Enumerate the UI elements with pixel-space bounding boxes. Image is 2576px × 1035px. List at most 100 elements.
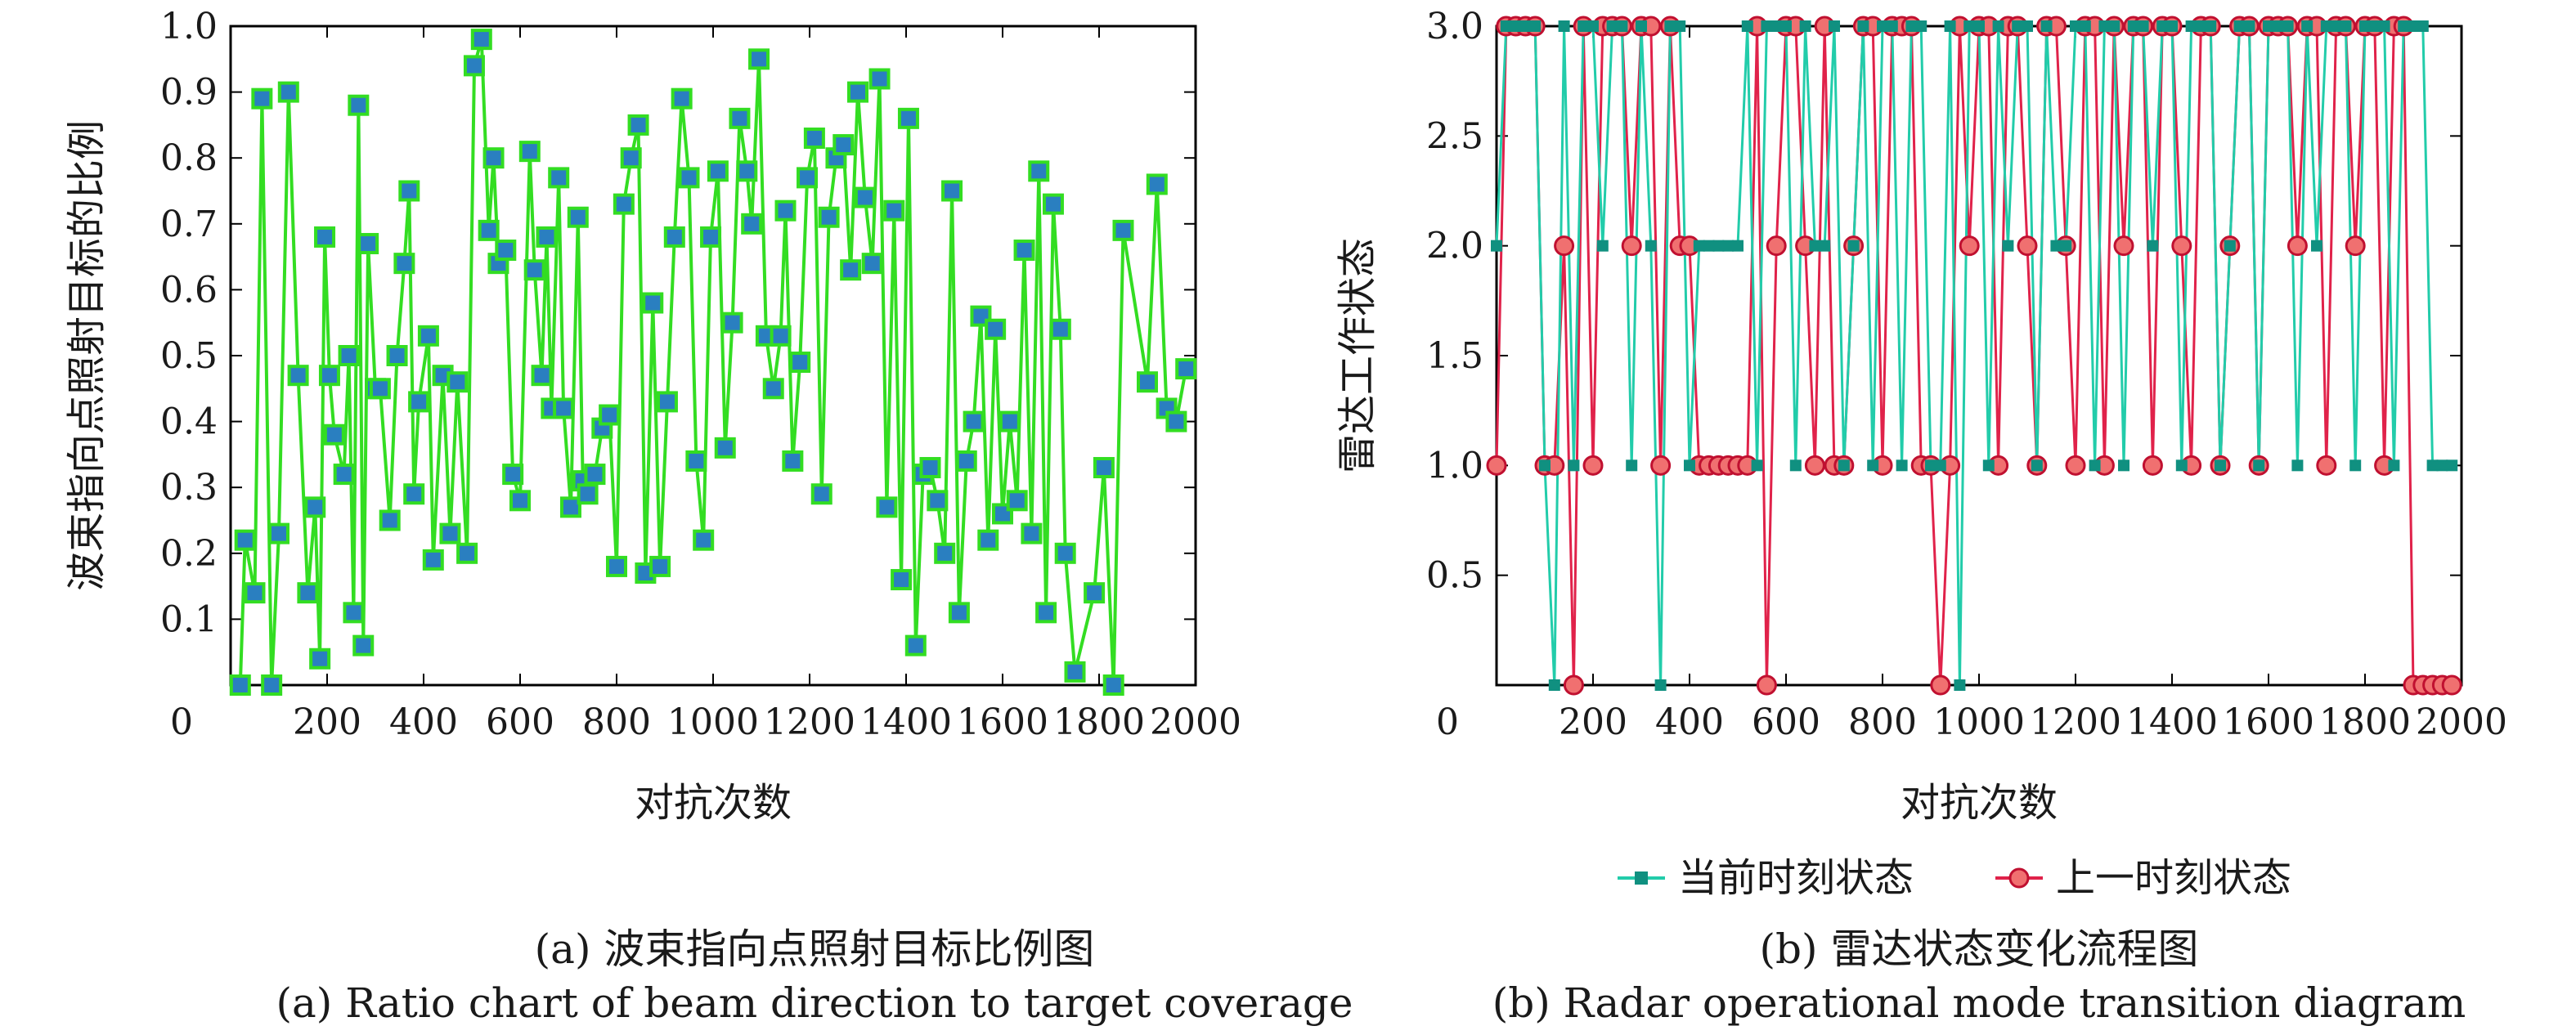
chart-b-current-state-point — [2031, 459, 2043, 472]
chart-a-y-tick-label: 0.3 — [160, 467, 218, 509]
chart-a-point — [985, 318, 1007, 340]
chart-b-y-tick-label: 1.5 — [1426, 335, 1483, 377]
chart-b-current-state-point — [1829, 20, 1840, 32]
chart-b-y-tick-label: 1.0 — [1426, 445, 1483, 486]
chart-a-point — [244, 582, 266, 604]
chart-b-current-state-point — [1741, 20, 1753, 32]
chart-b-y-axis: 0.5 1.0 1.5 2.0 2.5 3.0 — [1426, 6, 2462, 597]
chart-a-point — [854, 186, 876, 208]
chart-a-y-tick-label: 1.0 — [160, 6, 218, 47]
chart-b-current-state-point — [1799, 20, 1811, 32]
chart-b-current-state-point — [1761, 20, 1773, 32]
chart-a-point — [883, 199, 905, 222]
chart-a-x-axis: 0 200 400 600 800 1000 1200 1400 1600 1800 2000 — [170, 26, 1241, 743]
chart-b-current-state-point — [1577, 20, 1590, 32]
chart-b-x-tick-label: 800 — [1848, 701, 1917, 743]
chart-a-x-tick-label: 1000 — [667, 701, 759, 743]
chart-a-x-tick-label: 400 — [389, 701, 458, 743]
chart-a-point — [408, 391, 430, 413]
chart-b-current-state-point — [1867, 459, 1879, 472]
chart-b-current-state-point — [2253, 459, 2265, 472]
chart-a-point — [318, 365, 340, 387]
legend-entry-previous-state: 上一时刻状态 — [1995, 855, 2291, 901]
chart-a-point — [393, 253, 415, 275]
chart-b-current-state-point — [1645, 240, 1657, 252]
chart-a-point — [495, 240, 517, 262]
chart-b-current-state-point — [1558, 20, 1570, 32]
chart-b-current-state-point — [2233, 20, 2246, 32]
chart-b-plot-frame — [1495, 25, 2463, 687]
chart-b-current-state-point — [1857, 20, 1869, 32]
chart-a-point — [934, 542, 956, 564]
chart-a-x-tick-label: 600 — [486, 701, 554, 743]
chart-a-point — [251, 87, 273, 110]
chart-b-current-state-point — [2108, 20, 2120, 32]
chart-a-point — [868, 68, 891, 90]
chart-a-point — [927, 490, 949, 512]
chart-a-point — [523, 259, 545, 281]
chart-b-current-state-point — [2147, 240, 2159, 252]
chart-a-point — [770, 325, 792, 347]
chart-b-current-state-point — [2118, 459, 2129, 472]
chart-a: 0.1 0.2 0.3 0.4 0.5 0.6 0.7 0.8 0.9 1.0 0 200 400 60… — [64, 6, 1353, 1027]
chart-a-point — [559, 496, 581, 518]
chart-b-current-state-point — [1992, 20, 2004, 32]
chart-b-previous-state-point — [2441, 674, 2462, 696]
chart-a-point — [323, 423, 345, 446]
chart-b-ylabel: 雷达工作状态 — [1335, 238, 1380, 473]
chart-b-caption-cn: (b) 雷达状态变化流程图 — [1760, 925, 2199, 973]
chart-a-point — [955, 450, 977, 472]
chart-a-point — [678, 167, 700, 189]
chart-a-point — [1137, 371, 1158, 393]
chart-a-point — [818, 206, 840, 228]
chart-b-current-state-point — [2137, 20, 2149, 32]
chart-a-x-tick-label: 2000 — [1150, 701, 1241, 743]
chart-b-current-state-point — [2417, 20, 2429, 32]
chart-a-point — [398, 180, 420, 202]
chart-a-point — [297, 582, 319, 604]
chart-a-point — [832, 134, 855, 156]
chart-a-point — [606, 555, 627, 577]
chart-a-point — [548, 167, 570, 189]
chart-a-point — [456, 542, 478, 564]
chart-a-point — [369, 378, 391, 400]
chart-a-point — [1054, 542, 1076, 564]
chart-b-current-state-point — [1982, 459, 1995, 472]
chart-a-point — [948, 602, 970, 624]
chart-a-point — [797, 167, 819, 189]
chart-b-previous-state-point — [1804, 455, 1825, 476]
chart-a-point — [447, 371, 469, 393]
chart-b-previous-state-point — [2142, 455, 2163, 476]
chart-a-point — [656, 391, 678, 413]
chart-b-current-state-point — [2349, 459, 2362, 472]
chart-a-point — [1093, 457, 1115, 479]
chart-a-point — [1084, 582, 1106, 604]
chart-b-previous-state-point — [1554, 235, 1575, 257]
chart-a-point — [741, 213, 763, 235]
chart-b-current-state-point — [1944, 20, 1956, 32]
chart-a-point — [309, 647, 331, 670]
chart-b-current-state-point — [1626, 459, 1638, 472]
chart-b-current-state-point — [1877, 20, 1888, 32]
chart-a-point — [304, 496, 326, 518]
chart-a-point — [333, 464, 355, 486]
chart-a-point — [287, 365, 309, 387]
chart-a-point — [642, 292, 664, 314]
chart-a-point — [1112, 219, 1134, 241]
chart-b-y-tick-label: 2.0 — [1426, 226, 1483, 267]
chart-a-y-tick-label: 0.6 — [160, 269, 218, 311]
chart-b-current-state-point — [2408, 20, 2419, 32]
chart-b-current-state-point — [2185, 20, 2197, 32]
chart-a-x-tick-label: 1800 — [1053, 701, 1145, 743]
chart-a-point — [663, 226, 685, 248]
chart-b-current-state-point — [1664, 20, 1676, 32]
chart-a-point — [553, 397, 575, 419]
chart-a-point — [338, 345, 360, 366]
chart-b-current-state-point — [2166, 20, 2178, 32]
chart-a-point — [803, 128, 825, 150]
chart-a-point — [1042, 193, 1064, 215]
chart-b-current-state-point — [1674, 20, 1686, 32]
chart-b-x-tick-label: 600 — [1752, 701, 1820, 743]
chart-a-point — [840, 259, 862, 281]
chart-a-point — [379, 509, 401, 531]
